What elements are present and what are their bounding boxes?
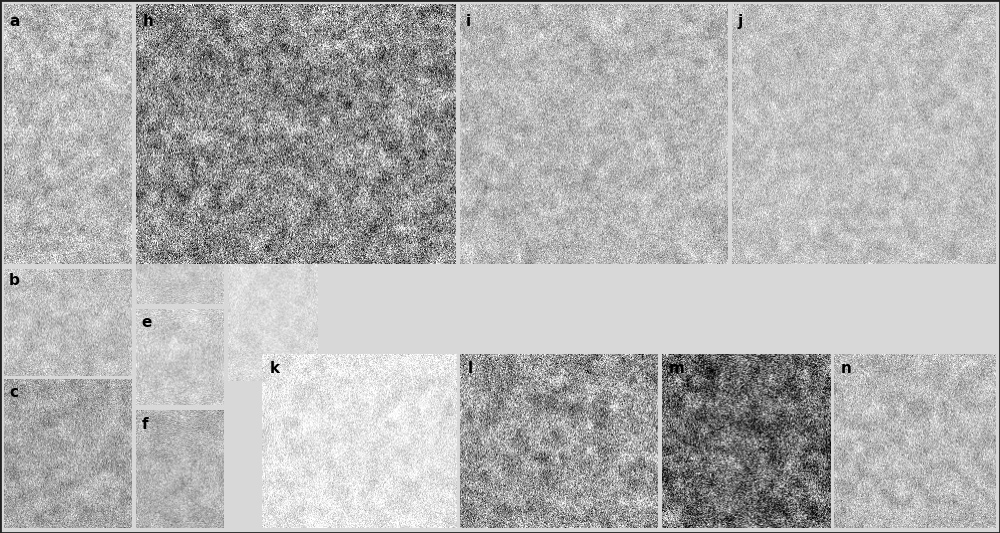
Text: l: l <box>468 361 473 376</box>
Text: m: m <box>669 361 685 376</box>
Text: j: j <box>737 14 743 29</box>
Text: f: f <box>141 417 148 432</box>
Text: h: h <box>142 14 153 29</box>
Text: i: i <box>465 14 470 29</box>
Text: c: c <box>9 385 18 400</box>
Text: d: d <box>141 216 152 231</box>
Text: g: g <box>235 215 246 230</box>
Text: k: k <box>270 361 280 376</box>
Text: a: a <box>9 14 19 29</box>
Text: b: b <box>9 273 20 288</box>
Text: e: e <box>141 315 152 330</box>
Text: n: n <box>840 361 851 376</box>
